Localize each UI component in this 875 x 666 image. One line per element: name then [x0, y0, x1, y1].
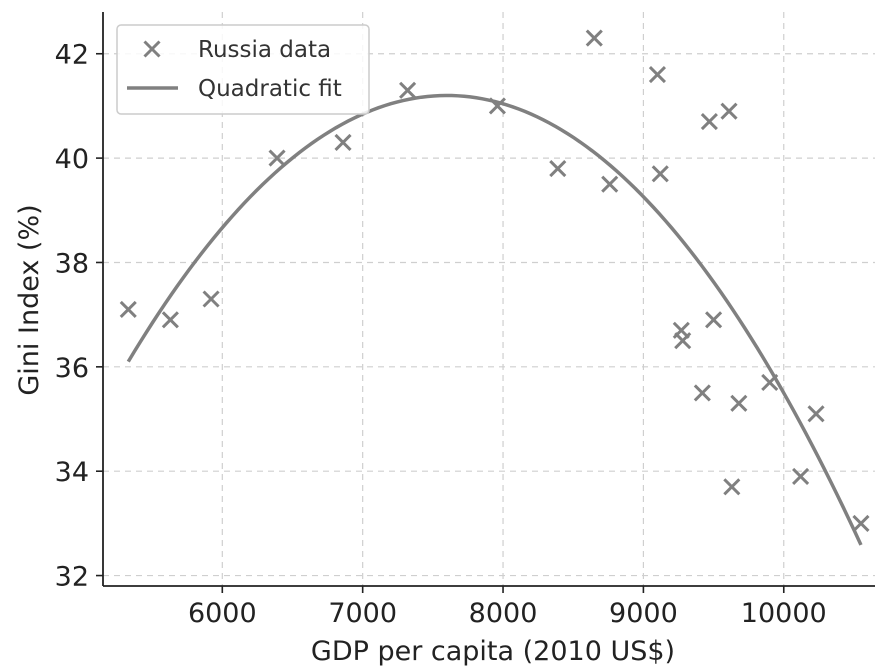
data-point — [651, 165, 669, 183]
data-point — [674, 332, 692, 350]
ticks: 6000 7000 8000 9000 10000 32 34 36 38 40 42 — [55, 40, 827, 629]
data-point — [488, 97, 506, 115]
fit-curve — [126, 93, 863, 546]
data-point — [720, 102, 738, 120]
legend-box — [116, 24, 370, 115]
y-tick-label: 34 — [55, 457, 89, 488]
legend-label-quadratic-fit: Quadratic fit — [198, 76, 342, 102]
legend-label-russia-data: Russia data — [198, 37, 331, 63]
y-tick-label: 32 — [55, 562, 89, 593]
data-point — [202, 290, 220, 308]
y-tick-label: 38 — [55, 248, 89, 279]
data-point — [792, 467, 810, 485]
x-tick-label: 8000 — [469, 598, 538, 629]
x-tick-label: 7000 — [328, 598, 397, 629]
x-axis-title: GDP per capita (2010 US$) — [311, 636, 675, 666]
legend: Russia data Quadratic fit — [116, 24, 370, 115]
data-point — [648, 66, 666, 84]
data-point — [549, 159, 567, 178]
y-tick-label: 36 — [55, 353, 89, 384]
y-tick-label: 42 — [55, 40, 89, 71]
data-point — [268, 149, 286, 167]
data-point — [119, 300, 137, 318]
data-point — [730, 394, 748, 412]
data-point — [700, 113, 718, 131]
x-tick-label: 10000 — [741, 598, 827, 629]
legend-marker-russia-data — [143, 40, 161, 58]
data-point — [161, 311, 179, 329]
data-point — [399, 81, 417, 99]
y-tick-label: 40 — [55, 144, 89, 175]
grid — [103, 12, 875, 586]
data-point — [334, 133, 352, 152]
data-point — [761, 373, 779, 392]
data-point — [852, 514, 870, 532]
axes — [102, 12, 875, 587]
data-point — [585, 29, 603, 47]
x-tick-label: 6000 — [188, 598, 257, 629]
legend-x-marker-icon — [143, 40, 161, 58]
y-axis-title: Gini Index (%) — [14, 204, 45, 395]
x-tick-label: 9000 — [609, 598, 678, 629]
data-point — [807, 405, 825, 423]
points-layer — [119, 29, 870, 532]
data-point — [693, 384, 711, 402]
fit-layer — [126, 93, 863, 546]
data-point — [723, 478, 741, 496]
data-point — [601, 175, 619, 193]
data-point — [705, 311, 723, 329]
